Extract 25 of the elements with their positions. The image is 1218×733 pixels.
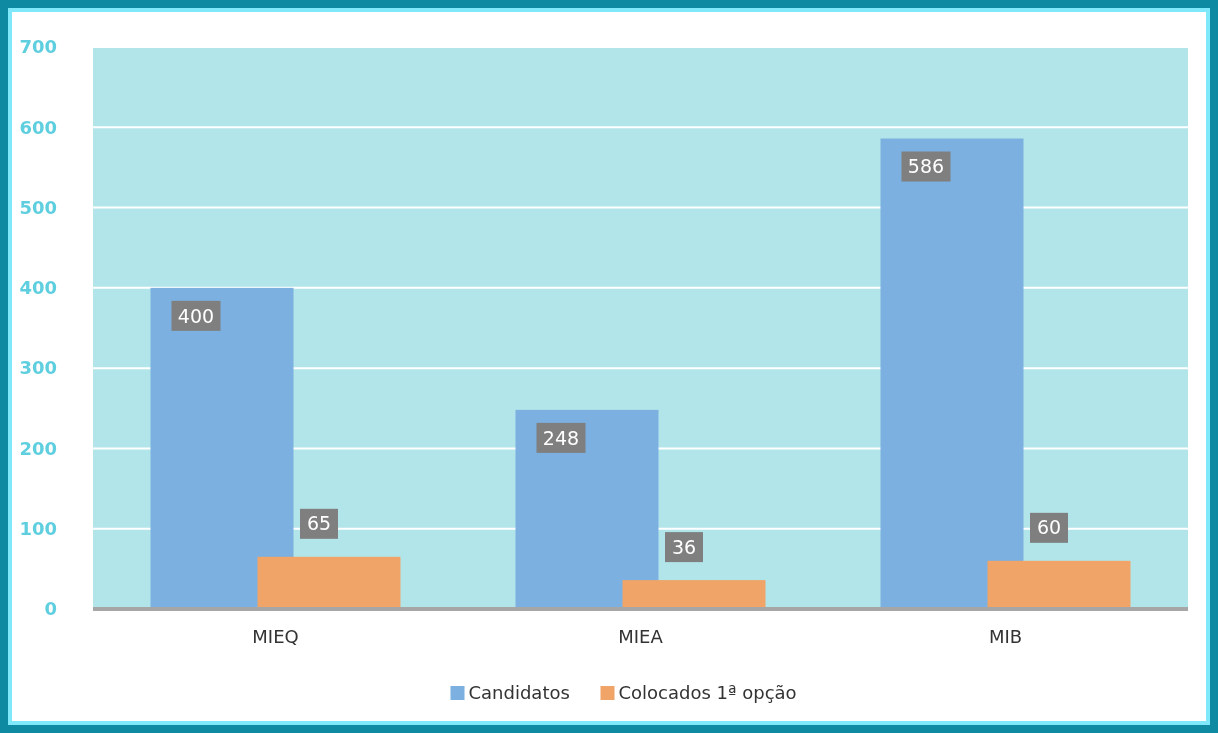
y-tick-label: 300 — [19, 357, 57, 379]
data-label: 586 — [907, 155, 945, 178]
bar — [880, 138, 1024, 609]
y-tick-label: 0 — [44, 598, 57, 620]
bar — [150, 287, 294, 609]
y-tick-label: 700 — [19, 36, 57, 58]
bar — [622, 580, 766, 609]
data-label: 400 — [177, 304, 215, 327]
x-tick-label: MIEA — [618, 626, 664, 647]
x-tick-label: MIB — [988, 626, 1023, 647]
y-tick-label: 200 — [19, 437, 57, 459]
bar — [515, 409, 659, 609]
bar — [257, 556, 401, 609]
x-tick-label: MIEQ — [252, 626, 299, 647]
legend-label: Candidatos — [468, 682, 570, 704]
legend-label: Colocados 1ª opção — [618, 682, 797, 704]
data-label: 36 — [671, 535, 697, 558]
y-tick-label: 600 — [19, 116, 57, 138]
data-label: 65 — [306, 512, 332, 535]
data-label: 248 — [542, 426, 580, 449]
data-label: 60 — [1036, 516, 1062, 539]
y-tick-label: 100 — [19, 518, 57, 540]
y-tick-label: 400 — [19, 277, 57, 299]
bar — [987, 560, 1131, 609]
y-tick-label: 500 — [19, 196, 57, 218]
